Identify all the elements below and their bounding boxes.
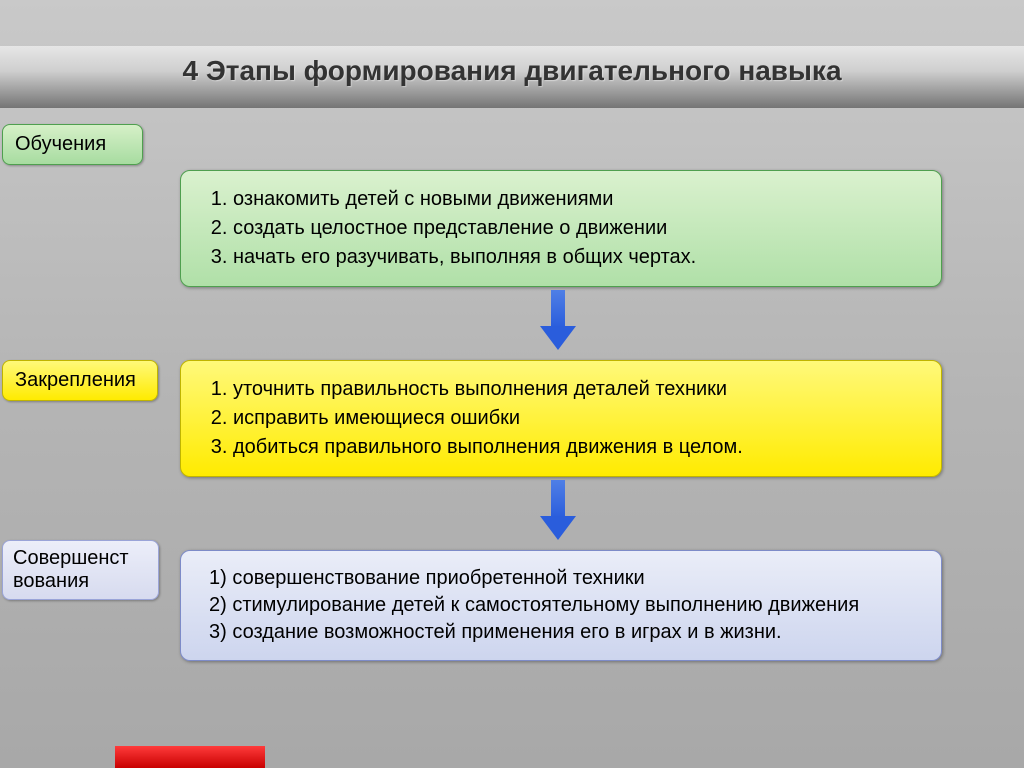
content-box-reinforcement: уточнить правильность выполнения деталей… xyxy=(180,360,942,477)
page-title: 4 Этапы формирования двигательного навык… xyxy=(0,55,1024,87)
improvement-line1: Совершенст xyxy=(13,547,129,569)
content-box-teaching: ознакомить детей с новыми движениями соз… xyxy=(180,170,942,287)
box3-line3: 3) создание возможностей применения его … xyxy=(209,619,921,646)
box2-item2: исправить имеющиеся ошибки xyxy=(233,404,921,433)
arrow-down-icon xyxy=(540,480,576,542)
box1-item1: ознакомить детей с новыми движениями xyxy=(233,185,921,214)
box3-line1: 1) совершенствование приобретенной техни… xyxy=(209,565,921,592)
bottom-accent-bar xyxy=(115,746,265,768)
box2-item3: добиться правильного выполнения движения… xyxy=(233,433,921,462)
box2-item1: уточнить правильность выполнения деталей… xyxy=(233,375,921,404)
slide: 4 Этапы формирования двигательного навык… xyxy=(0,0,1024,768)
stage-label-improvement: Совершенст вования xyxy=(2,540,159,600)
stage-label-teaching: Обучения xyxy=(2,124,143,165)
box1-item3: начать его разучивать, выполняя в общих … xyxy=(233,243,921,272)
stage-label-reinforcement: Закрепления xyxy=(2,360,158,401)
arrow-down-icon xyxy=(540,290,576,352)
box1-item2: создать целостное представление о движен… xyxy=(233,214,921,243)
content-box-improvement: 1) совершенствование приобретенной техни… xyxy=(180,550,942,661)
improvement-line2: вования xyxy=(13,570,89,592)
box3-line2: 2) стимулирование детей к самостоятельно… xyxy=(209,592,921,619)
